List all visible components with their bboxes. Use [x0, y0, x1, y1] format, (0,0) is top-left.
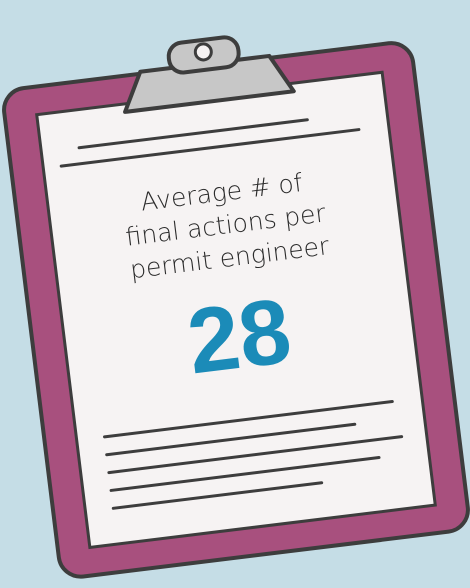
page: Average # of final actions per permit en… [0, 0, 470, 588]
clip-hole [194, 43, 212, 61]
value: 28 [182, 280, 296, 394]
infographic: Average # of final actions per permit en… [0, 0, 470, 588]
clipboard: Average # of final actions per permit en… [0, 15, 470, 579]
